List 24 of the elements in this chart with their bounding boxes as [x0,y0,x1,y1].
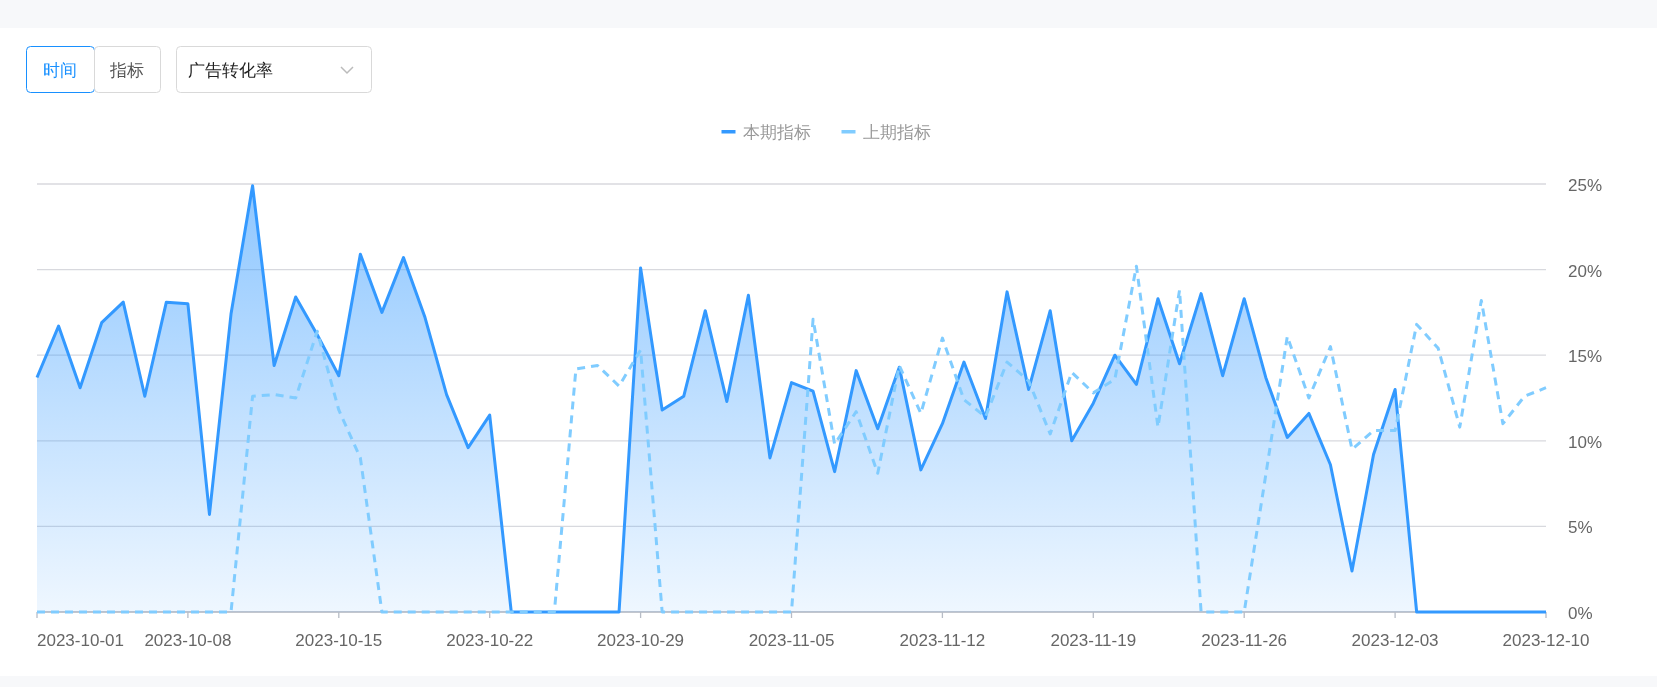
legend-item: 本期指标 [721,123,811,142]
x-tick-label: 2023-11-12 [899,631,986,650]
x-tick-label: 2023-10-01 [37,631,124,650]
x-tick-label: 2023-11-05 [748,631,835,650]
legend-label: 上期指标 [862,123,931,142]
x-tick-label: 2023-10-15 [295,631,383,650]
x-tick-label: 2023-10-29 [597,631,685,650]
x-tick-label: 2023-11-19 [1050,631,1137,650]
legend-item: 上期指标 [841,123,931,142]
y-tick-label: 5% [1568,518,1593,538]
x-tick-label: 2023-12-10 [1502,631,1590,650]
y-tick-label: 0% [1568,604,1593,623]
y-tick-label: 10% [1568,432,1603,452]
control: 广告转化率 [176,46,372,93]
x-tick-label: 2023-12-03 [1351,631,1439,650]
x-tick-label: 2023-10-22 [446,631,534,650]
legend-label: 本期指标 [742,123,811,142]
control: 指标 [94,46,161,93]
x-tick-label: 2023-10-08 [144,631,232,650]
control: 时间 [26,46,95,93]
x-tick-label: 2023-11-26 [1201,631,1288,650]
y-tick-label: 25% [1568,176,1603,195]
y-tick-label: 20% [1568,261,1603,281]
y-tick-label: 15% [1568,347,1603,367]
